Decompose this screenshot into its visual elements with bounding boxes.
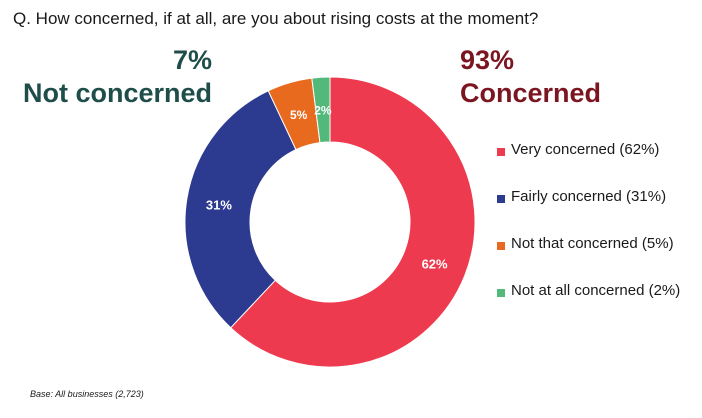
legend-swatch [497,289,505,297]
legend-label: Very concerned (62%) [511,141,660,158]
legend-item-fairly-concerned: Fairly concerned (31%) [497,188,680,220]
legend-label: Not that concerned (5%) [511,235,674,252]
donut-slice-not-at-all-concerned [311,76,331,144]
question-text: Q. How concerned, if at all, are you abo… [13,9,539,28]
legend-label: Not at all concerned (2%) [511,282,681,299]
concerned-percent: 93% [460,45,515,75]
legend-item-very-concerned: Very concerned (62%) [497,141,680,173]
data-label-fairly-concerned: 31% [206,197,232,212]
not-concerned-label: Not concerned [22,78,212,108]
concerned-summary: 93% Concerned [460,44,601,110]
data-label-not-that-concerned: 5% [290,108,308,122]
legend-swatch [497,242,505,250]
donut-slice-very-concerned [230,76,476,368]
chart-legend: Very concerned (62%) Fairly concerned (31… [497,141,680,329]
legend-swatch [497,148,505,156]
legend-label: Fairly concerned (31%) [511,188,667,205]
data-label-not-at-all-concerned: 2% [314,104,332,118]
not-concerned-percent: 7% [172,45,212,75]
legend-item-not-at-all-concerned: Not at all concerned (2%) [497,282,680,314]
legend-item-not-that-concerned: Not that concerned (5%) [497,235,680,267]
legend-swatch [497,195,505,203]
base-note: Base: All businesses (2,723) [30,389,144,399]
concerned-label: Concerned [460,78,602,108]
data-label-very-concerned: 62% [422,256,448,271]
donut-slice-fairly-concerned [184,90,297,329]
not-concerned-summary: 7% Not concerned [23,44,212,110]
